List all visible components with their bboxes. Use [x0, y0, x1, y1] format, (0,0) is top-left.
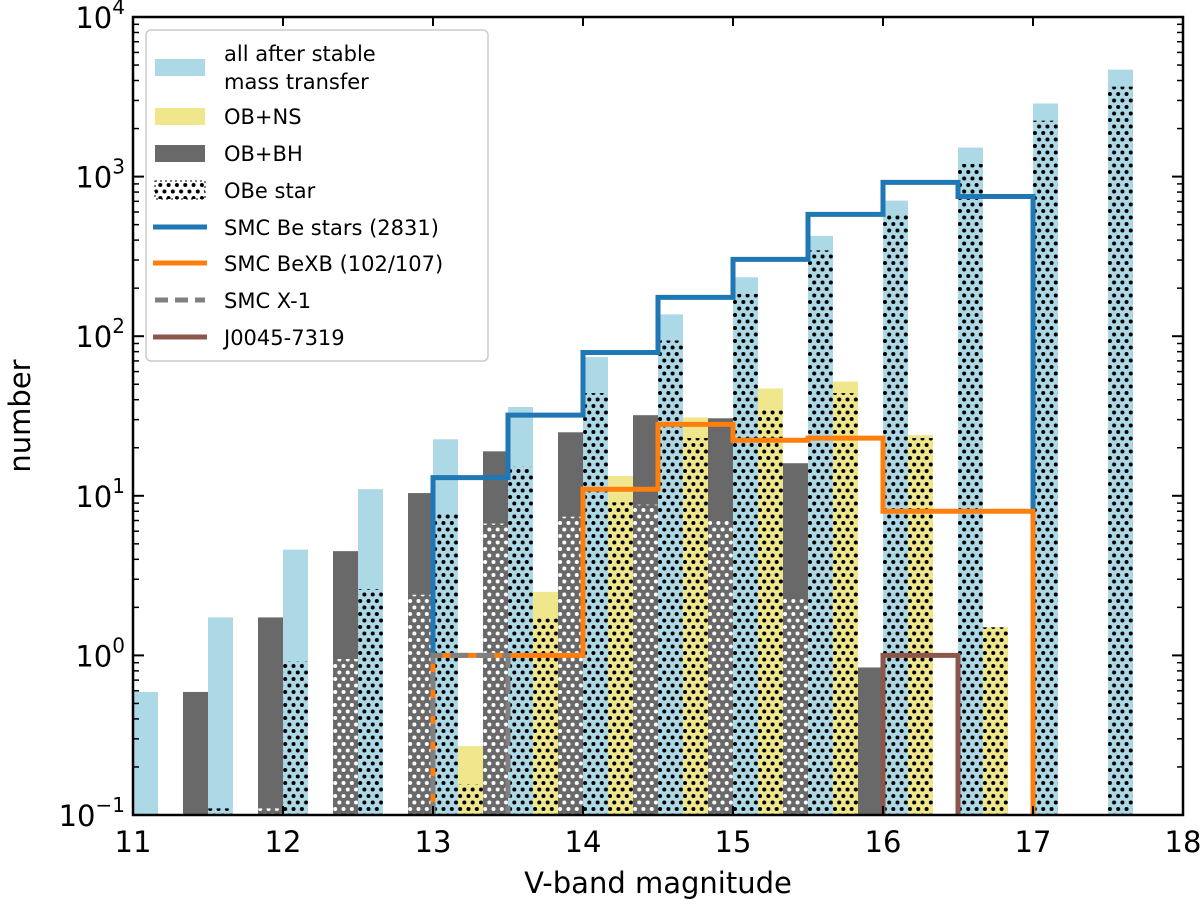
- legend-label: OB+BH: [224, 142, 303, 166]
- y-tick-exponent: 2: [112, 314, 125, 338]
- y-tick-exponent: 1: [112, 474, 125, 498]
- y-tick-exponent: −1: [96, 793, 125, 817]
- bar-obe-ob-ns: [833, 393, 858, 815]
- legend-swatch-hatch: [154, 180, 206, 200]
- x-axis-label: V-band magnitude: [524, 866, 792, 900]
- x-tick-label: 16: [865, 825, 902, 859]
- bar-obe-ob-ns: [908, 438, 933, 815]
- step-line-smc-be-stars-2831: [430, 179, 1036, 815]
- x-tick-label: 18: [1165, 825, 1200, 859]
- bar-all-after-stable-mass-transfer: [208, 617, 233, 815]
- bar-ob-bh: [258, 617, 283, 815]
- y-tick-base: 10: [75, 480, 112, 514]
- plot-frame: [131, 15, 1185, 817]
- bar-obe-ob-bh: [408, 594, 433, 815]
- y-tick-base: 10: [75, 161, 112, 195]
- legend-label: J0045-7319: [222, 326, 345, 350]
- y-tick-label: 10−1: [59, 793, 125, 833]
- bar-obe-ob-ns: [458, 784, 483, 815]
- legend-label: SMC BeXB (102/107): [224, 252, 443, 276]
- legend-item: SMC X-1: [155, 289, 311, 313]
- bar-obe-ob-bh: [333, 658, 358, 815]
- bar-obe-all-after-stable-mass-transfer: [1033, 120, 1058, 815]
- x-tick-label: 17: [1015, 825, 1052, 859]
- step-line-smc-x-1: [430, 652, 511, 815]
- legend-item: all after stable mass transfer: [155, 42, 376, 94]
- bar-obe-ob-bh: [783, 597, 808, 815]
- y-tick-exponent: 4: [112, 0, 125, 19]
- legend-item: OBe star: [154, 179, 316, 203]
- bar-obe-ob-bh: [708, 518, 733, 815]
- y-tick-label: 102: [75, 314, 125, 354]
- bar-obe-all-after-stable-mass-transfer: [808, 250, 833, 815]
- bar-obe-all-after-stable-mass-transfer: [433, 512, 458, 815]
- bar-obe-all-after-stable-mass-transfer: [208, 808, 233, 815]
- bar-obe-ob-ns: [758, 408, 783, 815]
- bar-obe-all-after-stable-mass-transfer: [883, 214, 908, 815]
- x-tick-label: 12: [265, 825, 302, 859]
- bar-obe-all-after-stable-mass-transfer: [733, 293, 758, 815]
- legend-item: OB+NS: [155, 105, 302, 129]
- y-tick-base: 10: [75, 1, 112, 35]
- bar-obe-ob-bh: [558, 516, 583, 815]
- y-tick-exponent: 3: [112, 155, 125, 179]
- legend-label: OBe star: [224, 179, 316, 203]
- bar-obe-all-after-stable-mass-transfer: [958, 163, 983, 815]
- step-lines-layer: [430, 179, 1036, 815]
- y-tick-label: 103: [75, 155, 125, 195]
- bar-obe-all-after-stable-mass-transfer: [283, 661, 308, 815]
- bar-obe-ob-ns: [683, 438, 708, 815]
- legend-label: SMC X-1: [224, 289, 311, 313]
- y-tick-base: 10: [75, 639, 112, 673]
- bar-all-after-stable-mass-transfer: [133, 691, 158, 815]
- legend-item: SMC Be stars (2831): [153, 216, 439, 240]
- legend-box: [145, 29, 489, 362]
- bar-obe-ob-ns: [983, 627, 1008, 815]
- legend-label: SMC Be stars (2831): [224, 216, 439, 240]
- legend-item: J0045-7319: [153, 326, 345, 350]
- bar-obe-all-after-stable-mass-transfer: [508, 466, 533, 815]
- legend-label: all after stable: [224, 42, 376, 66]
- legend-item: OB+BH: [155, 142, 303, 166]
- bar-obe-all-after-stable-mass-transfer: [1108, 86, 1133, 815]
- bar-obe-ob-ns: [533, 618, 558, 815]
- y-tick-base: 10: [59, 799, 96, 833]
- bar-obe-ob-bh: [258, 808, 283, 815]
- bar-obe-all-after-stable-mass-transfer: [583, 393, 608, 815]
- bars-layer: [133, 69, 1133, 815]
- legend-swatch: [155, 108, 205, 125]
- legend: all after stable mass transfer OB+NS OB+BH O…: [145, 29, 489, 362]
- x-tick-label: 13: [415, 825, 452, 859]
- y-tick-base: 10: [75, 320, 112, 354]
- step-line-smc-bexb-102-107: [430, 421, 1036, 815]
- bar-obe-ob-bh: [483, 523, 508, 815]
- bar-obe-ob-bh: [633, 504, 658, 815]
- bar-obe-all-after-stable-mass-transfer: [358, 589, 383, 815]
- y-axis-label: number: [3, 359, 37, 472]
- y-tick-label: 104: [75, 0, 125, 35]
- x-tick-label: 14: [565, 825, 602, 859]
- bar-obe-ob-ns: [608, 502, 633, 815]
- bar-obe-all-after-stable-mass-transfer: [658, 340, 683, 815]
- x-tick-label: 15: [715, 825, 752, 859]
- legend-item: SMC BeXB (102/107): [153, 252, 443, 276]
- x-tick-label: 11: [115, 825, 152, 859]
- bar-ob-bh: [183, 691, 208, 815]
- legend-swatch: [155, 145, 205, 162]
- y-tick-exponent: 0: [112, 633, 125, 657]
- y-tick-label: 101: [75, 474, 125, 514]
- step-line-j0045-7319: [880, 652, 961, 815]
- legend-label: OB+NS: [224, 105, 302, 129]
- y-tick-label: 100: [75, 633, 125, 673]
- legend-swatch: [155, 59, 205, 76]
- legend-label: mass transfer: [224, 70, 369, 94]
- bar-ob-bh: [858, 667, 883, 815]
